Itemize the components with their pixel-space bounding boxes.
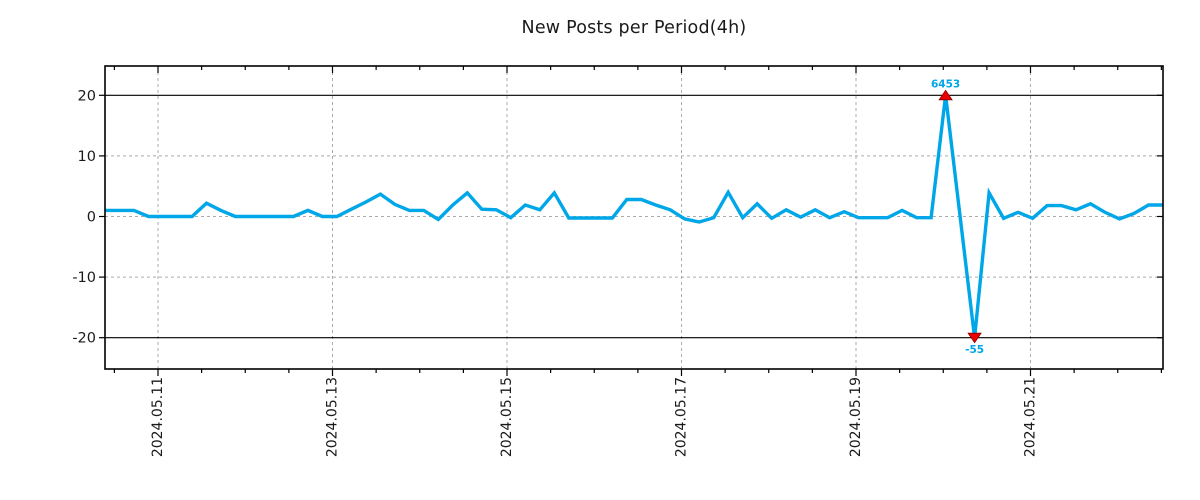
y-tick-label: -20 [72, 331, 96, 347]
max-annotation-label: 6453 [931, 78, 960, 90]
max-marker-icon [938, 89, 953, 101]
chart-title: New Posts per Period(4h) [521, 18, 747, 38]
data-line [105, 95, 1163, 338]
x-tick-label: 2024.05.21 [1023, 377, 1039, 457]
y-tick-label: 10 [78, 149, 96, 165]
y-tick-label: 0 [87, 210, 96, 226]
min-annotation-label: -55 [965, 344, 984, 356]
x-tick-label: 2024.05.13 [325, 377, 341, 457]
min-marker-icon [967, 332, 982, 344]
x-tick-label: 2024.05.15 [499, 377, 515, 457]
x-tick-label: 2024.05.17 [674, 377, 690, 457]
plot-border [104, 65, 1164, 370]
x-tick-label: 2024.05.11 [150, 377, 166, 457]
y-tick-label: -10 [72, 270, 96, 286]
y-tick-label: 20 [78, 88, 96, 104]
x-tick-label: 2024.05.19 [848, 377, 864, 457]
